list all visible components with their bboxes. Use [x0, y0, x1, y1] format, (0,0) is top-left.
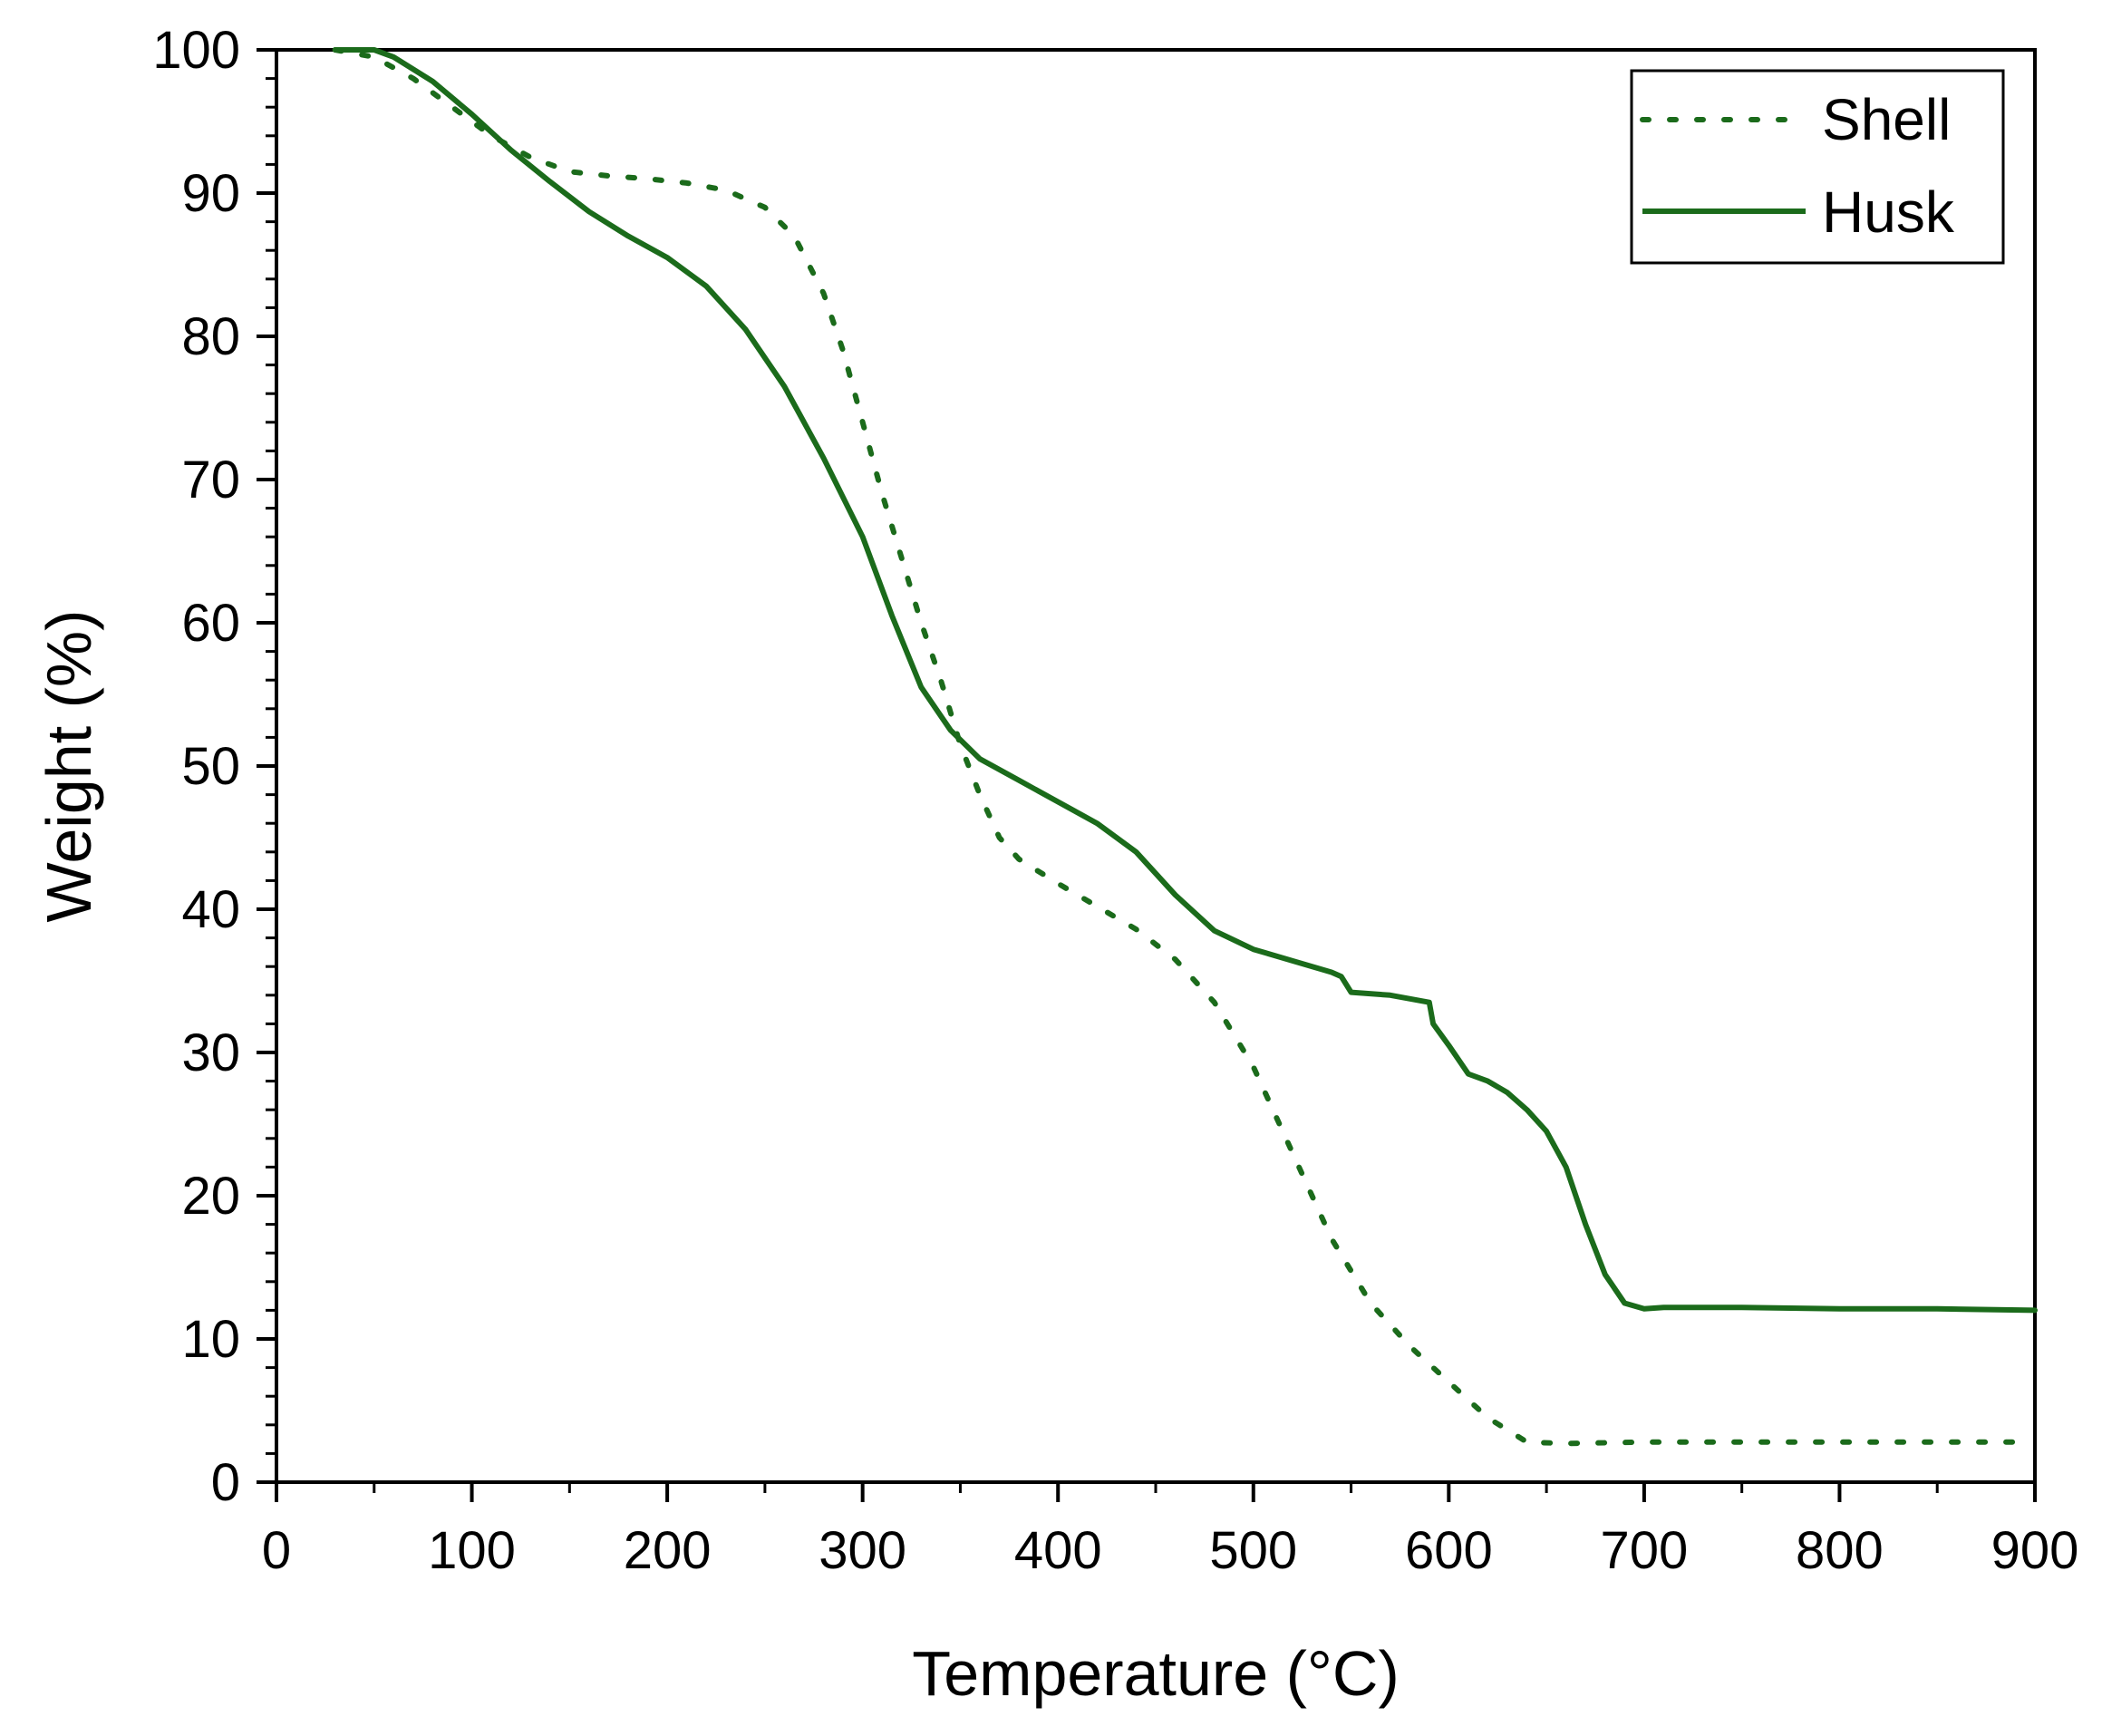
y-axis-title: Weight (%)	[34, 610, 104, 923]
y-axis-ticks: 0 10 20 30 40 50 60 70 80 90 100	[152, 21, 276, 1512]
y-tick-label: 10	[181, 1310, 240, 1369]
x-tick-label: 100	[428, 1521, 516, 1580]
series-line-shell	[332, 47, 2019, 1447]
x-tick-label: 300	[819, 1521, 906, 1580]
plot-area	[275, 48, 2037, 1484]
y-tick-label: 90	[181, 164, 240, 223]
y-tick-label: 60	[181, 594, 240, 653]
y-tick-label: 80	[181, 307, 240, 366]
series-layer	[332, 47, 2038, 1447]
x-tick-label: 800	[1796, 1521, 1884, 1580]
legend-box	[1630, 69, 2005, 265]
x-tick-label: 200	[624, 1521, 712, 1580]
y-tick-label: 100	[152, 21, 240, 80]
legend: Shell Husk	[1630, 69, 2005, 265]
x-axis-ticks: 0 100 200 300 400 500 600 700 800 900	[262, 1482, 2079, 1580]
series-line-husk	[332, 47, 2038, 1314]
y-tick-label: 30	[181, 1023, 240, 1082]
y-tick-label: 50	[181, 737, 240, 796]
legend-label-shell: Shell	[1822, 87, 1951, 152]
x-tick-label: 0	[262, 1521, 291, 1580]
x-tick-label: 400	[1014, 1521, 1102, 1580]
x-tick-label: 700	[1600, 1521, 1688, 1580]
x-tick-label: 500	[1209, 1521, 1297, 1580]
y-tick-label: 70	[181, 451, 240, 509]
y-tick-label: 40	[181, 880, 240, 939]
x-axis-title: Temperature (°C)	[912, 1638, 1400, 1709]
x-tick-label: 600	[1405, 1521, 1493, 1580]
x-tick-label: 900	[1991, 1521, 2079, 1580]
y-tick-label: 20	[181, 1167, 240, 1226]
y-tick-label: 0	[211, 1453, 240, 1512]
legend-label-husk: Husk	[1822, 179, 1955, 245]
